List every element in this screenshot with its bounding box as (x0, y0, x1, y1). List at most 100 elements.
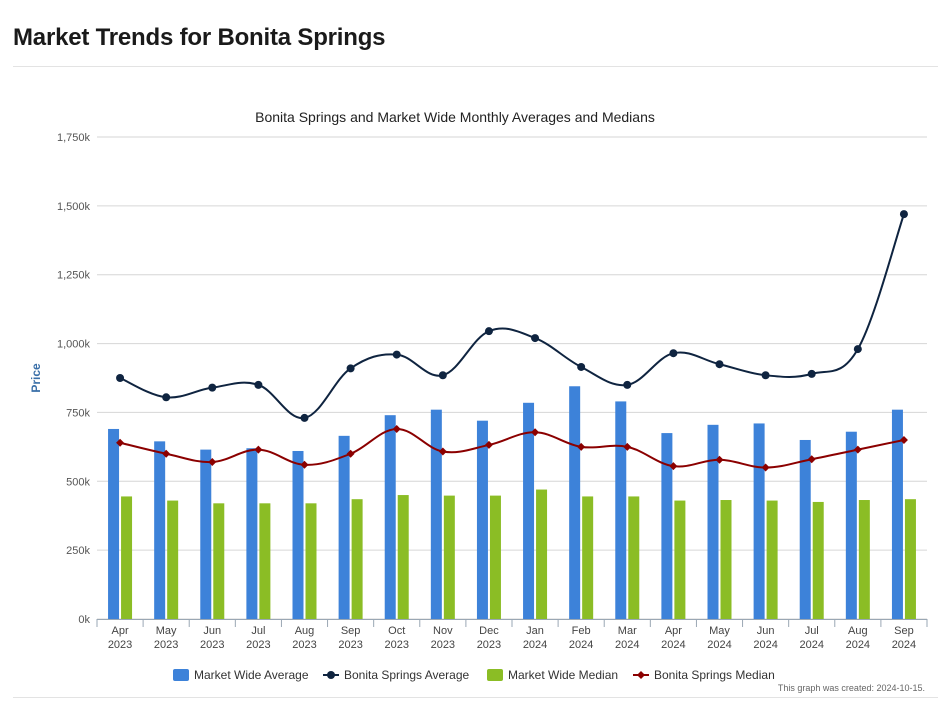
bar-market-wide-average (154, 441, 166, 619)
bar-market-wide-average (108, 428, 120, 619)
point-bonita-springs-median (208, 458, 217, 467)
bar-market-wide-average (338, 435, 350, 619)
y-tick-label: 750k (66, 407, 90, 419)
x-tick-label-year: 2023 (477, 639, 501, 651)
bar-market-wide-median (121, 496, 133, 619)
x-tick-label-year: 2024 (661, 639, 685, 651)
y-axis-ticks: 0k 250k 500k 750k 1,000k 1,250k 1,500k 1,750k (57, 132, 91, 626)
x-tick-label-year: 2023 (292, 639, 316, 651)
x-tick-label-year: 2023 (108, 639, 132, 651)
bar-market-wide-median (213, 503, 225, 619)
point-bonita-springs-average (623, 380, 632, 389)
x-tick-label-year: 2024 (707, 639, 731, 651)
legend-swatch (173, 669, 189, 681)
y-axis-title: Price (29, 363, 43, 393)
point-bonita-springs-average (484, 327, 493, 336)
x-tick-label-year: 2023 (338, 639, 362, 651)
bar-market-wide-average (523, 402, 535, 619)
bar-market-wide-average (292, 450, 304, 619)
x-tick-label-year: 2024 (615, 639, 639, 651)
point-bonita-springs-median (669, 462, 678, 471)
point-bonita-springs-median (254, 445, 263, 454)
x-tick-label-month: Sep (894, 625, 914, 637)
point-bonita-springs-median (346, 449, 355, 458)
legend-item: Bonita Springs Average (323, 668, 470, 682)
legend-label: Market Wide Median (508, 668, 618, 682)
bar-market-wide-median (259, 503, 271, 619)
point-bonita-springs-average (346, 364, 355, 373)
bar-market-wide-average (476, 420, 488, 619)
point-bonita-springs-average (715, 360, 724, 369)
title-divider (13, 66, 938, 67)
x-tick-label-year: 2023 (154, 639, 178, 651)
bar-market-wide-median (489, 495, 501, 619)
x-tick-label-year: 2023 (200, 639, 224, 651)
bar-market-wide-average (200, 449, 212, 619)
bar-market-wide-median (674, 500, 686, 619)
y-tick-label: 1,500k (57, 201, 91, 213)
legend-item: Market Wide Average (173, 668, 309, 682)
bar-market-wide-average (707, 424, 719, 619)
line-bonita-springs-median (119, 427, 905, 469)
bar-market-wide-median (766, 500, 778, 619)
bar-market-wide-median (305, 503, 317, 619)
y-tick-label: 1,250k (57, 270, 91, 282)
x-tick-label-month: Feb (572, 625, 591, 637)
line-bonita-springs-average (119, 213, 905, 419)
legend-label: Market Wide Average (194, 668, 309, 682)
point-bonita-springs-average (254, 380, 263, 389)
point-bonita-springs-median (162, 449, 171, 458)
point-bonita-springs-median (761, 463, 770, 472)
chart-title: Bonita Springs and Market Wide Monthly A… (255, 109, 655, 125)
x-tick-label-month: Jun (203, 625, 221, 637)
point-bonita-springs-average (853, 345, 862, 354)
legend: Market Wide Average Bonita Springs Averag… (173, 668, 775, 682)
point-bonita-springs-median (531, 428, 540, 437)
point-bonita-springs-average (392, 350, 401, 359)
x-tick-label-month: Nov (433, 625, 453, 637)
series-markers (116, 210, 908, 472)
bar-market-wide-median (582, 496, 594, 619)
series-lines (119, 213, 905, 469)
bar-market-wide-median (397, 495, 409, 619)
x-tick-label-month: Jan (526, 625, 544, 637)
bar-market-wide-median (812, 501, 824, 619)
x-tick-label-month: Jun (757, 625, 775, 637)
x-tick-label-month: Jul (805, 625, 819, 637)
y-tick-label: 250k (66, 545, 90, 557)
bottom-divider (13, 697, 938, 698)
y-tick-label: 500k (66, 476, 90, 488)
chart-credit: This graph was created: 2024-10-15. (778, 683, 925, 693)
bar-market-wide-average (753, 423, 765, 619)
legend-marker (327, 671, 335, 679)
legend-marker (637, 671, 645, 679)
x-tick-label-month: Sep (341, 625, 361, 637)
x-tick-label-year: 2024 (569, 639, 593, 651)
point-bonita-springs-median (116, 438, 125, 447)
x-tick-label-year: 2023 (431, 639, 455, 651)
point-bonita-springs-average (669, 349, 678, 358)
bar-market-wide-median (720, 500, 732, 619)
point-bonita-springs-average (300, 413, 309, 422)
y-tick-label: 1,750k (57, 132, 91, 144)
point-bonita-springs-average (577, 362, 586, 371)
bar-market-wide-average (845, 431, 857, 619)
point-bonita-springs-average (807, 369, 816, 378)
point-bonita-springs-median (899, 435, 908, 444)
bar-market-wide-median (536, 489, 548, 619)
bar-market-wide-average (891, 409, 903, 619)
point-bonita-springs-average (162, 393, 171, 402)
legend-label: Bonita Springs Median (654, 668, 775, 682)
x-tick-label-month: Dec (479, 625, 499, 637)
x-tick-label-month: Apr (111, 625, 128, 637)
legend-swatch (487, 669, 503, 681)
bar-market-wide-average (569, 386, 581, 619)
bar-market-wide-average (615, 401, 627, 619)
point-bonita-springs-median (438, 447, 447, 456)
point-bonita-springs-median (577, 442, 586, 451)
bar-market-wide-median (443, 495, 455, 619)
x-tick-label-year: 2024 (799, 639, 823, 651)
point-bonita-springs-median (623, 442, 632, 451)
point-bonita-springs-average (438, 371, 447, 380)
